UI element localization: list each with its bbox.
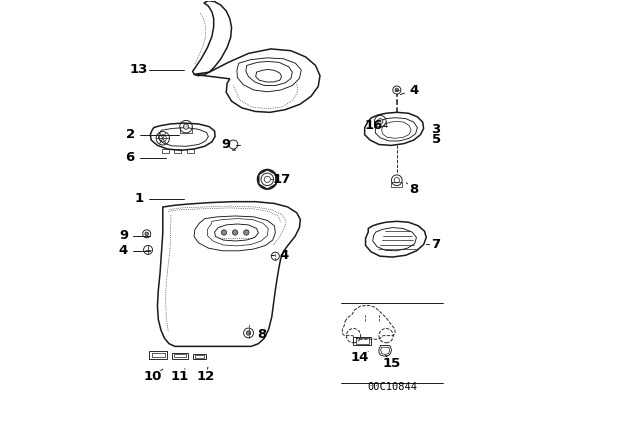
Text: 13: 13	[130, 64, 148, 77]
Text: 4: 4	[409, 83, 419, 96]
Text: 8: 8	[257, 328, 267, 341]
Text: 11: 11	[170, 370, 188, 383]
Text: 9: 9	[119, 229, 128, 242]
Text: 6: 6	[125, 151, 135, 164]
Text: 4: 4	[119, 244, 128, 257]
Text: 15: 15	[382, 357, 401, 370]
Text: 1: 1	[134, 193, 144, 206]
Text: 10: 10	[144, 370, 162, 383]
Circle shape	[221, 230, 227, 235]
Circle shape	[145, 232, 148, 236]
Text: 3: 3	[431, 123, 441, 136]
Circle shape	[395, 88, 399, 92]
Text: 16: 16	[364, 119, 383, 132]
Circle shape	[244, 230, 249, 235]
Text: 9: 9	[221, 138, 231, 151]
Text: 7: 7	[431, 237, 441, 250]
Text: 5: 5	[431, 133, 441, 146]
Text: 4: 4	[280, 249, 289, 262]
Text: 14: 14	[351, 351, 369, 364]
Circle shape	[378, 119, 383, 124]
Circle shape	[183, 124, 189, 129]
Text: 00C10844: 00C10844	[367, 382, 417, 392]
Circle shape	[232, 230, 238, 235]
Text: 17: 17	[273, 173, 291, 186]
Circle shape	[246, 331, 251, 335]
Text: 12: 12	[196, 370, 215, 383]
Text: 8: 8	[409, 183, 419, 196]
Text: 2: 2	[125, 128, 135, 141]
